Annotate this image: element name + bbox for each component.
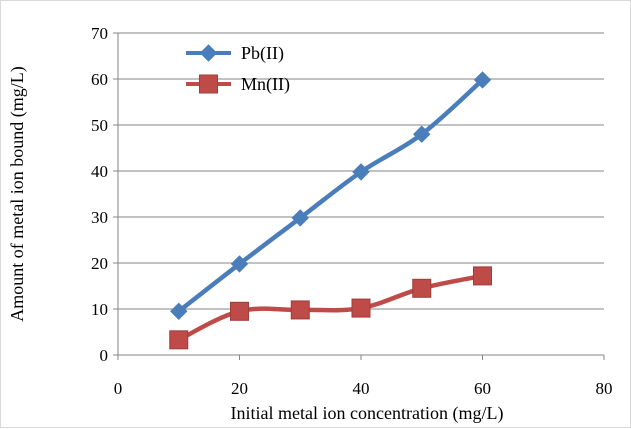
series-line-mn-ii (176, 273, 485, 343)
x-tick-label: 40 (353, 379, 370, 398)
data-point-pb-ii (352, 163, 370, 181)
series-layer (169, 71, 492, 350)
y-tick-label: 10 (91, 300, 108, 319)
legend-label-pb-ii: Pb(II) (241, 43, 284, 64)
legend: Pb(II) Mn(II) (186, 43, 290, 95)
series-line-pb-ii (176, 77, 485, 314)
x-axis-title: Initial metal ion concentration (mg/L) (231, 403, 504, 424)
tick-labels: 0 10 20 30 40 50 60 70 0 20 40 60 80 (91, 24, 613, 398)
data-point-mn-ii (230, 301, 249, 321)
data-point-mn-ii (473, 266, 492, 286)
x-tick-label: 80 (596, 379, 613, 398)
data-point-pb-ii (170, 302, 188, 321)
y-tick-label: 30 (91, 208, 108, 227)
axes (113, 32, 605, 360)
data-point-pb-ii (413, 125, 431, 143)
x-tick-label: 60 (474, 379, 491, 398)
data-point-mn-ii (169, 330, 189, 350)
x-tick-label: 0 (114, 379, 123, 398)
x-tick-label: 20 (231, 379, 248, 398)
legend-marker-mn-ii (199, 74, 218, 94)
y-tick-label: 50 (91, 116, 108, 135)
data-point-mn-ii (290, 300, 310, 320)
y-tick-label: 70 (91, 24, 108, 43)
y-tick-label: 40 (91, 162, 108, 181)
data-point-pb-ii (291, 209, 309, 227)
y-tick-label: 60 (91, 70, 108, 89)
y-tick-label: 0 (100, 346, 109, 365)
data-point-pb-ii (230, 255, 249, 273)
legend-label-mn-ii: Mn(II) (241, 74, 290, 95)
legend-marker-pb-ii (199, 44, 218, 62)
data-point-pb-ii (473, 71, 492, 89)
y-tick-label: 20 (91, 254, 108, 273)
data-point-mn-ii (351, 298, 371, 318)
y-axis-title: Amount of metal ion bound (mg/L) (7, 66, 28, 321)
data-point-mn-ii (412, 278, 432, 298)
